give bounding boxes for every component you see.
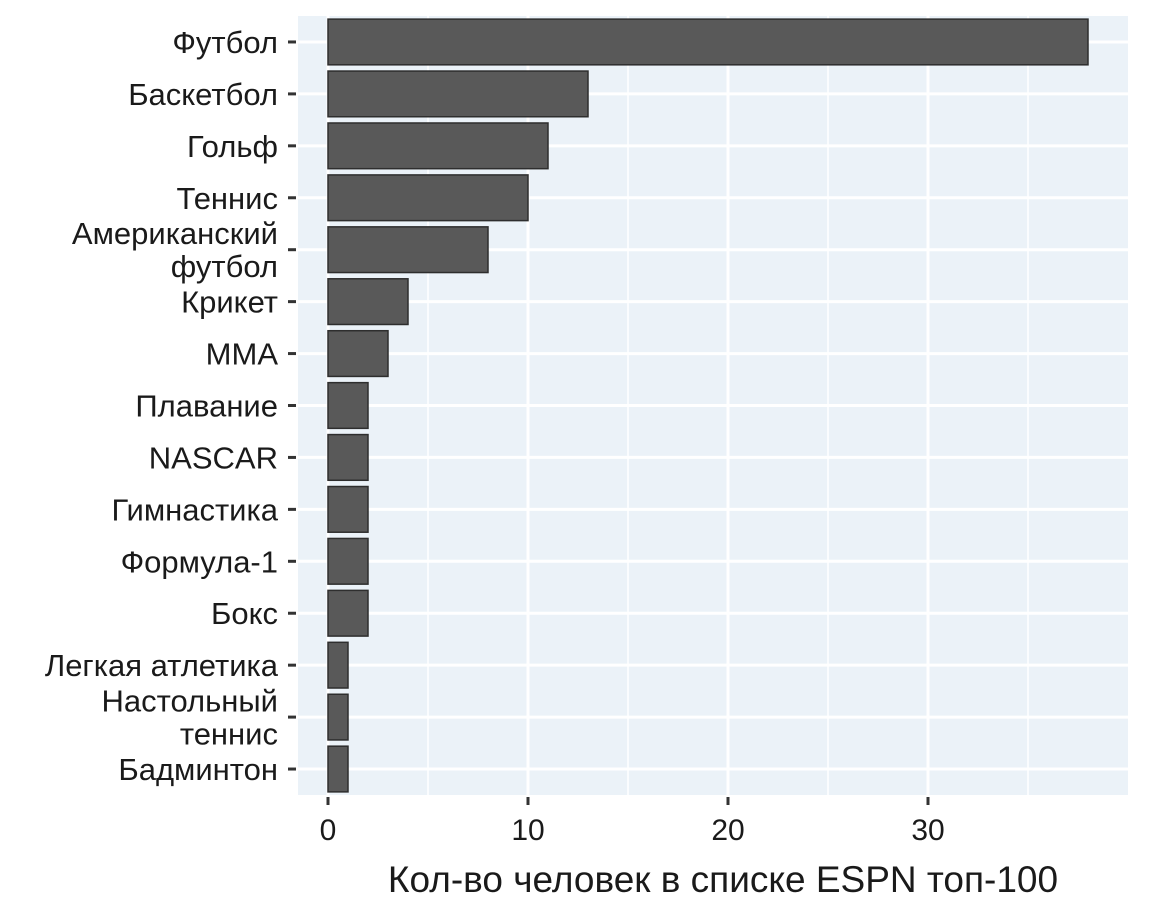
bar (327, 226, 489, 274)
bar (327, 485, 369, 533)
bar (327, 641, 349, 689)
y-tick-label: Бадминтон (118, 752, 278, 787)
bar (327, 174, 529, 222)
y-tick-label: Легкая атлетика (45, 648, 279, 683)
y-tick-label: Формула-1 (121, 544, 278, 579)
x-axis-title: Кол-во человек в списке ESPN топ-100 (388, 859, 1058, 900)
bars (327, 18, 1089, 793)
y-tick-label: Гимнастика (111, 492, 278, 527)
bar (327, 278, 409, 326)
bar (327, 537, 369, 585)
y-tick-label: Бокс (211, 596, 278, 631)
y-tick-label: Теннис (177, 181, 279, 216)
y-tick-label: Футбол (172, 25, 278, 60)
bar (327, 693, 349, 741)
y-tick-label: Баскетбол (128, 77, 278, 112)
bar (327, 329, 389, 378)
x-tick-label: 30 (911, 814, 944, 847)
y-tick-label: Настольный теннис (102, 684, 279, 752)
x-tick-label: 20 (711, 814, 744, 847)
x-axis: 0 10 20 30 (320, 797, 945, 847)
bar (327, 381, 369, 430)
bar (327, 18, 1089, 66)
y-tick-label: MMA (206, 337, 279, 372)
y-tick-label: Гольф (187, 129, 278, 164)
bar (327, 70, 589, 118)
x-tick-label: 0 (320, 814, 337, 847)
y-tick-label: Американский футбол (72, 216, 278, 284)
y-tick-label: NASCAR (149, 440, 278, 475)
y-tick-label: Плавание (135, 389, 278, 424)
bar (327, 589, 369, 637)
bar (327, 433, 369, 482)
bar (327, 122, 549, 170)
x-tick-label: 10 (511, 814, 544, 847)
y-tick-label: Крикет (181, 285, 278, 320)
bar (327, 745, 349, 793)
